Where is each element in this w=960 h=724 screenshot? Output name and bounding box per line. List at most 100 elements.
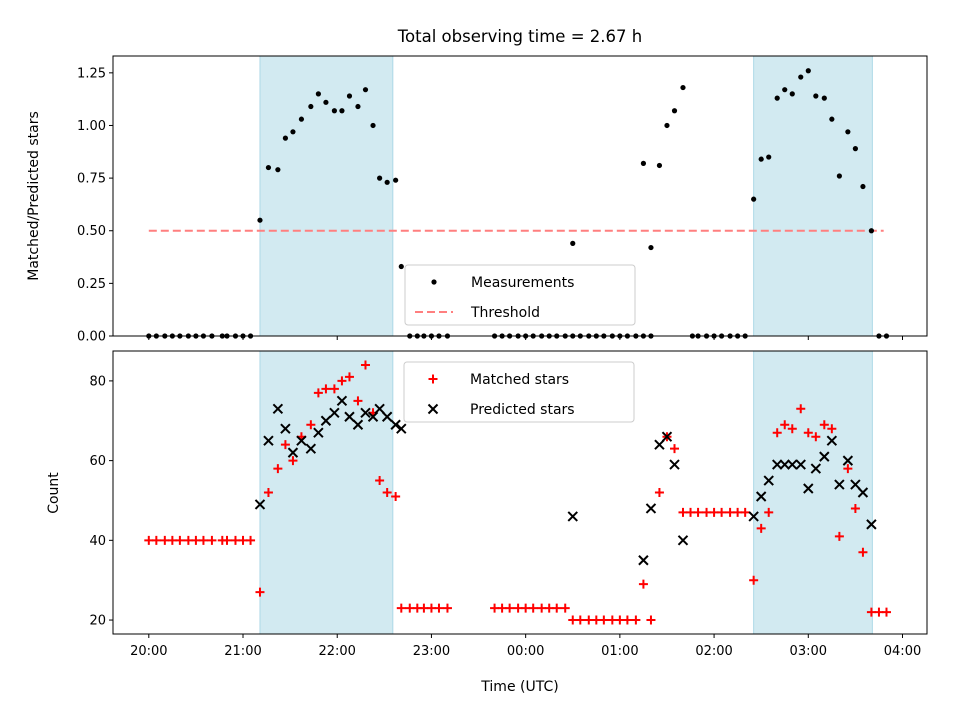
data-point (290, 129, 296, 135)
matched-point (552, 603, 562, 613)
matched-point (733, 507, 743, 517)
matched-point (622, 615, 632, 625)
predicted-point (661, 431, 673, 442)
x-tick-label: 20:00 (130, 644, 167, 659)
matched-point (144, 535, 154, 545)
data-point (671, 108, 678, 114)
predicted-point (272, 403, 284, 415)
legend-marker (427, 403, 439, 415)
top-y-axis-label: Matched/Predicted stars (26, 111, 42, 281)
matched-point (772, 428, 782, 438)
predicted-point (280, 423, 291, 434)
data-point (852, 146, 858, 152)
predicted-point (645, 503, 657, 514)
predicted-point (654, 439, 665, 450)
legend-marker (431, 279, 437, 285)
matched-point (246, 535, 256, 545)
matched-point (255, 587, 265, 597)
x-axis-label: Time (UTC) (480, 679, 558, 695)
matched-point (191, 535, 201, 545)
matched-point (434, 603, 444, 613)
matched-point (560, 603, 570, 613)
matched-point (717, 507, 727, 517)
matched-point (843, 464, 853, 474)
matched-point (151, 535, 161, 545)
data-point (789, 91, 795, 97)
matched-point (238, 535, 248, 545)
data-point (265, 164, 272, 171)
predicted-point (263, 435, 274, 446)
matched-point (646, 615, 656, 625)
predicted-point (381, 411, 393, 422)
predicted-point (296, 435, 307, 446)
predicted-point (842, 455, 854, 466)
predicted-point (763, 475, 774, 486)
matched-point (834, 531, 844, 541)
matched-point (686, 507, 696, 517)
x-tick-label: 00:00 (507, 644, 544, 659)
predicted-point (287, 447, 299, 458)
matched-point (591, 615, 601, 625)
matched-point (313, 388, 323, 398)
x-tick-label: 03:00 (790, 644, 827, 659)
matched-point (740, 507, 750, 517)
predicted-point (320, 415, 332, 426)
predicted-point (336, 395, 348, 407)
matched-point (405, 603, 415, 613)
matched-point (702, 507, 712, 517)
predicted-point (396, 423, 407, 434)
matched-point (575, 615, 585, 625)
data-point (257, 217, 263, 223)
legend-label: Matched stars (470, 372, 569, 388)
observing-window-0 (259, 55, 394, 337)
bottom-panel: 20 40 60 80 20:00 21:00 22:00 23:00 00:00 01:00 02… (89, 350, 928, 659)
legend-label: Threshold (470, 305, 540, 321)
predicted-point (305, 443, 317, 454)
matched-point (787, 424, 797, 434)
legend: Measurements Threshold (404, 264, 636, 326)
x-tick-label: 04:00 (884, 644, 921, 659)
x-tick-label: 21:00 (224, 644, 261, 659)
y-tick-label: 0.50 (77, 224, 106, 239)
data-point (377, 175, 383, 181)
y-tick-label: 80 (89, 374, 106, 389)
data-point (298, 116, 305, 122)
legend-label: Predicted stars (470, 402, 575, 418)
matched-point (850, 503, 860, 513)
predicted-point (771, 459, 783, 470)
matched-point (764, 507, 774, 517)
matched-point (638, 579, 648, 589)
data-point (570, 240, 576, 246)
matched-point (160, 535, 170, 545)
matched-point (337, 376, 347, 386)
data-point (821, 95, 827, 101)
data-point (282, 135, 289, 141)
matched-point (544, 603, 554, 613)
matched-point (175, 535, 185, 545)
predicted-point (866, 519, 877, 530)
y-tick-label: 20 (89, 614, 106, 629)
matched-point (497, 603, 507, 613)
matched-point (584, 615, 594, 625)
data-point (813, 93, 819, 99)
matched-point (329, 384, 339, 394)
legend: Matched stars Predicted stars (403, 361, 635, 423)
legend-marker (428, 374, 438, 384)
data-point (323, 99, 329, 105)
matched-point (631, 615, 641, 625)
predicted-point (313, 427, 324, 438)
matched-point (749, 575, 759, 585)
matched-point (230, 535, 240, 545)
data-point (331, 108, 338, 114)
matched-point (353, 396, 363, 406)
data-point (845, 129, 851, 135)
data-point (656, 162, 663, 169)
data-point (758, 156, 764, 162)
y-tick-label: 1.25 (77, 66, 106, 81)
matched-point (288, 456, 298, 466)
data-point (355, 103, 361, 110)
predicted-point (755, 491, 767, 502)
matched-point (568, 615, 578, 625)
data-point (782, 87, 788, 93)
predicted-point (779, 459, 790, 470)
